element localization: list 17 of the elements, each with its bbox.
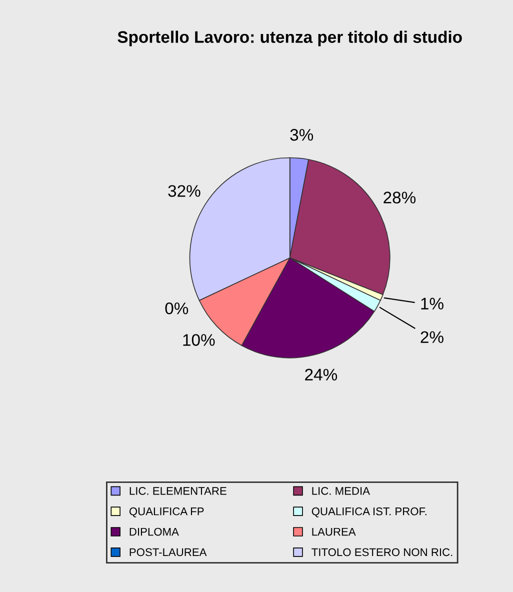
- data-label: 24%: [305, 368, 338, 380]
- data-label: 1%: [421, 298, 444, 310]
- data-label: 10%: [183, 334, 215, 346]
- legend-label: LIC. MEDIA: [312, 487, 370, 495]
- legend-label: QUALIFICA FP: [129, 507, 204, 518]
- data-label: 2%: [420, 331, 444, 343]
- legend-label: POST-LAUREA: [130, 548, 207, 556]
- data-label: 3%: [290, 128, 314, 141]
- legend-label: QUALIFICA IST. PROF.: [312, 507, 426, 518]
- legend-label: LAUREA: [312, 528, 356, 536]
- legend-label: DIPLOMA: [130, 528, 179, 536]
- chart-title: Sportello Lavoro: utenza per titolo di studio: [118, 30, 462, 46]
- legend-label: TITOLO ESTERO NON RIC.: [312, 548, 452, 556]
- data-label: 32%: [168, 185, 200, 197]
- text: 0%: [165, 302, 188, 314]
- legend-label: LIC. ELEMENTARE: [130, 487, 226, 495]
- data-label: 28%: [384, 192, 416, 204]
